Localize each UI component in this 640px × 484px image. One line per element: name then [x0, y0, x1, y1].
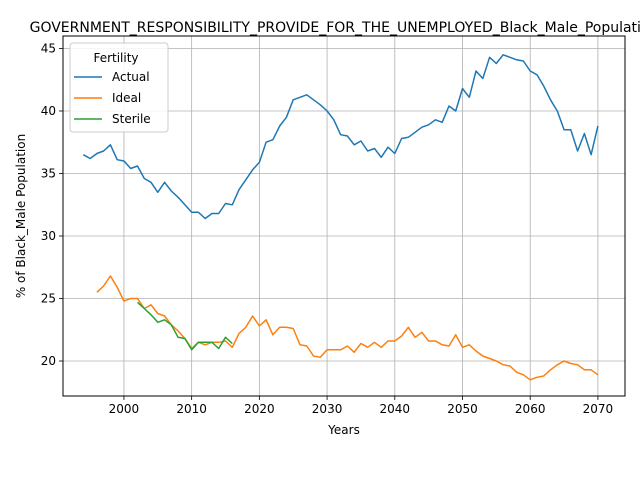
plot-frame: [62, 35, 626, 397]
grid: [63, 36, 625, 396]
y-tick-label: 20: [41, 354, 56, 368]
y-tick-label: 45: [41, 42, 56, 56]
y-axis-ticks: 20 25 30 35 40 45: [41, 42, 63, 368]
x-axis-label: Years: [327, 423, 360, 437]
x-tick-label: 2050: [447, 402, 478, 416]
legend-label-sterile: Sterile: [112, 112, 151, 126]
y-axis-label: % of Black_Male Population: [14, 134, 28, 298]
y-tick-label: 40: [41, 104, 56, 118]
chart-title: GOVERNMENT_RESPONSIBILITY_PROVIDE_FOR_TH…: [30, 20, 640, 36]
series-lines: [82, 54, 599, 381]
x-tick-label: 2040: [380, 402, 411, 416]
y-tick-label: 35: [41, 167, 56, 181]
x-axis-ticks: 2000 2010 2020 2030 2040 2050 2060 2070: [109, 396, 614, 416]
x-tick-label: 2000: [109, 402, 140, 416]
legend-items: Actual Ideal Sterile: [74, 70, 151, 126]
x-tick-label: 2070: [583, 402, 614, 416]
series-line-actual: [82, 54, 599, 220]
legend-box: [69, 42, 169, 133]
x-tick-label: 2060: [515, 402, 546, 416]
y-tick-label: 30: [41, 229, 56, 243]
x-tick-label: 2010: [176, 402, 207, 416]
legend-title: Fertility: [93, 51, 138, 65]
y-tick-label: 25: [41, 292, 56, 306]
legend-label-actual: Actual: [112, 70, 150, 84]
legend-label-ideal: Ideal: [112, 91, 141, 105]
x-tick-label: 2020: [244, 402, 275, 416]
x-tick-label: 2030: [312, 402, 343, 416]
series-line-sterile: [136, 301, 233, 351]
legend: Fertility Actual Ideal Sterile: [69, 42, 169, 133]
series-line-ideal: [96, 275, 599, 381]
